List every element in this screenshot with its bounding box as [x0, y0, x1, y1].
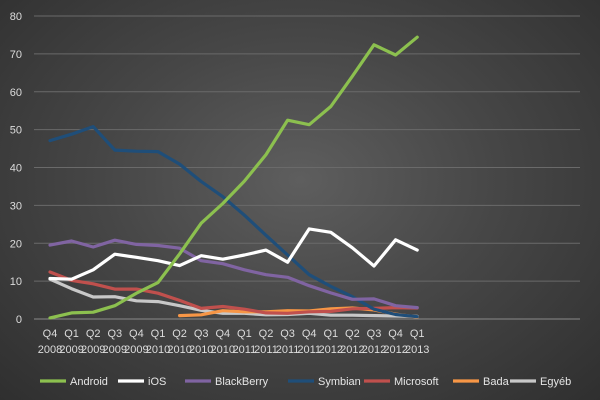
x-tick-label-year: 2011: [276, 344, 300, 356]
series-lines: [48, 35, 419, 320]
x-tick-label-quarter: Q3: [194, 328, 209, 340]
x-tick-label-year: 2010: [167, 344, 191, 356]
x-tick-label-year: 2011: [254, 344, 278, 356]
y-tick-label: 10: [10, 276, 22, 288]
legend-label-ios: iOS: [148, 376, 166, 388]
x-tick-label-quarter: Q4: [129, 328, 144, 340]
x-tick-label-year: 2009: [124, 344, 148, 356]
x-tick-label-quarter: Q4: [43, 328, 58, 340]
x-tick-label-quarter: Q4: [215, 328, 230, 340]
y-tick-label: 50: [10, 125, 22, 137]
y-axis-ticks: 0 10 20 30 40 50 60 70 80: [10, 11, 22, 326]
x-tick-label-quarter: Q1: [410, 328, 425, 340]
y-tick-label: 20: [10, 238, 22, 250]
y-tick-label: 80: [10, 11, 22, 23]
legend-label-egy-b: Egyéb: [540, 376, 571, 388]
legend-label-blackberry: BlackBerry: [215, 376, 269, 388]
series-line-egy-b: [48, 277, 419, 318]
x-tick-label-quarter: Q1: [64, 328, 79, 340]
y-tick-label: 0: [16, 314, 22, 326]
x-tick-label-quarter: Q2: [345, 328, 360, 340]
x-tick-label-quarter: Q3: [367, 328, 382, 340]
x-tick-label-quarter: Q1: [151, 328, 166, 340]
series-line-android: [48, 35, 419, 320]
x-tick-label-year: 2012: [362, 344, 386, 356]
x-tick-label-year: 2012: [319, 344, 343, 356]
x-tick-label-year: 2008: [38, 344, 62, 356]
x-tick-label-year: 2009: [81, 344, 105, 356]
legend: Android iOS BlackBerry Symbian Microsoft Bada…: [40, 376, 571, 388]
x-tick-label-quarter: Q1: [237, 328, 252, 340]
series-line-microsoft: [48, 270, 419, 315]
x-tick-label-quarter: Q2: [86, 328, 101, 340]
x-tick-label-quarter: Q2: [172, 328, 187, 340]
x-tick-label-quarter: Q1: [323, 328, 338, 340]
x-tick-label-quarter: Q4: [388, 328, 403, 340]
x-tick-label-quarter: Q3: [280, 328, 295, 340]
y-tick-label: 30: [10, 200, 22, 212]
legend-label-microsoft: Microsoft: [394, 376, 439, 388]
x-tick-label-year: 2010: [189, 344, 213, 356]
x-tick-label-quarter: Q2: [259, 328, 274, 340]
x-tick-label-year: 2013: [405, 344, 429, 356]
x-tick-label-year: 2012: [340, 344, 364, 356]
x-tick-label-quarter: Q4: [302, 328, 317, 340]
x-tick-label-year: 2010: [211, 344, 235, 356]
x-tick-label-year: 2009: [59, 344, 83, 356]
series-line-blackberry: [48, 238, 419, 310]
legend-label-symbian: Symbian: [318, 376, 361, 388]
x-tick-label-year: 2010: [146, 344, 170, 356]
legend-label-android: Android: [70, 376, 108, 388]
y-tick-label: 60: [10, 87, 22, 99]
y-tick-label: 70: [10, 49, 22, 61]
x-tick-label-year: 2012: [383, 344, 407, 356]
legend-label-bada: Bada: [483, 376, 510, 388]
x-tick-label-year: 2011: [297, 344, 321, 356]
y-tick-label: 40: [10, 163, 22, 175]
x-tick-label-year: 2011: [233, 344, 257, 356]
series-line-ios: [48, 227, 419, 281]
x-tick-label-quarter: Q3: [107, 328, 122, 340]
x-axis-ticks: Q42008Q12009Q22009Q32009Q42009Q12010Q220…: [38, 328, 430, 356]
x-tick-label-year: 2009: [103, 344, 127, 356]
